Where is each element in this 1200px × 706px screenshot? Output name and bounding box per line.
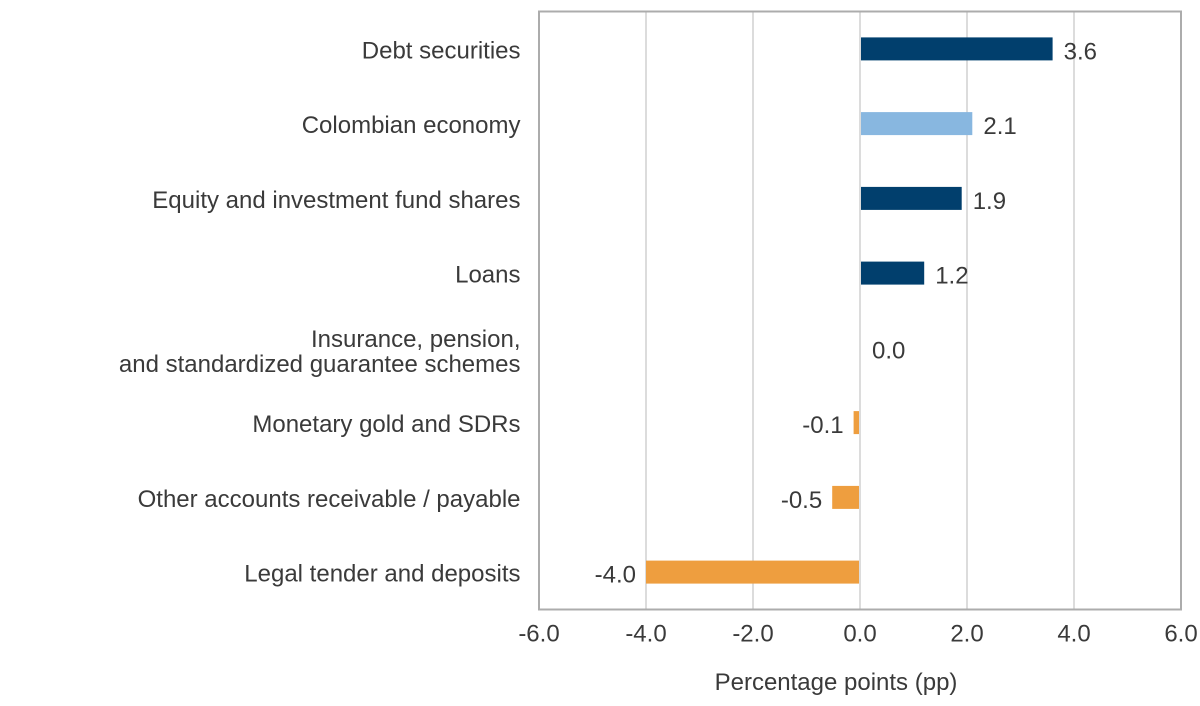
svg-text:-4.0: -4.0: [625, 621, 666, 648]
svg-text:1.9: 1.9: [973, 188, 1006, 215]
svg-text:Legal tender and deposits: Legal tender and deposits: [244, 561, 520, 588]
svg-text:Colombian economy: Colombian economy: [302, 112, 521, 139]
svg-text:Equity and investment fund sha: Equity and investment fund shares: [152, 187, 520, 214]
svg-text:2.1: 2.1: [983, 113, 1016, 140]
svg-text:-6.0: -6.0: [518, 621, 559, 648]
svg-text:Other accounts receivable / pa: Other accounts receivable / payable: [138, 486, 521, 513]
svg-text:Loans: Loans: [455, 262, 520, 289]
svg-text:Debt securities: Debt securities: [362, 37, 521, 64]
svg-text:and standardized guarantee sch: and standardized guarantee schemes: [119, 351, 521, 378]
svg-text:6.0: 6.0: [1164, 621, 1197, 648]
svg-text:Insurance, pension,: Insurance, pension,: [311, 326, 520, 353]
svg-text:Monetary gold and SDRs: Monetary gold and SDRs: [252, 411, 520, 438]
svg-text:-0.5: -0.5: [781, 487, 822, 514]
svg-text:1.2: 1.2: [935, 263, 968, 290]
svg-text:0.0: 0.0: [843, 621, 876, 648]
svg-text:-4.0: -4.0: [595, 562, 636, 589]
svg-text:3.6: 3.6: [1064, 38, 1097, 65]
svg-text:Percentage points (pp): Percentage points (pp): [715, 669, 958, 696]
svg-text:2.0: 2.0: [950, 621, 983, 648]
svg-text:-0.1: -0.1: [802, 412, 843, 439]
svg-text:0.0: 0.0: [872, 337, 905, 364]
svg-text:4.0: 4.0: [1057, 621, 1090, 648]
svg-text:-2.0: -2.0: [732, 621, 773, 648]
